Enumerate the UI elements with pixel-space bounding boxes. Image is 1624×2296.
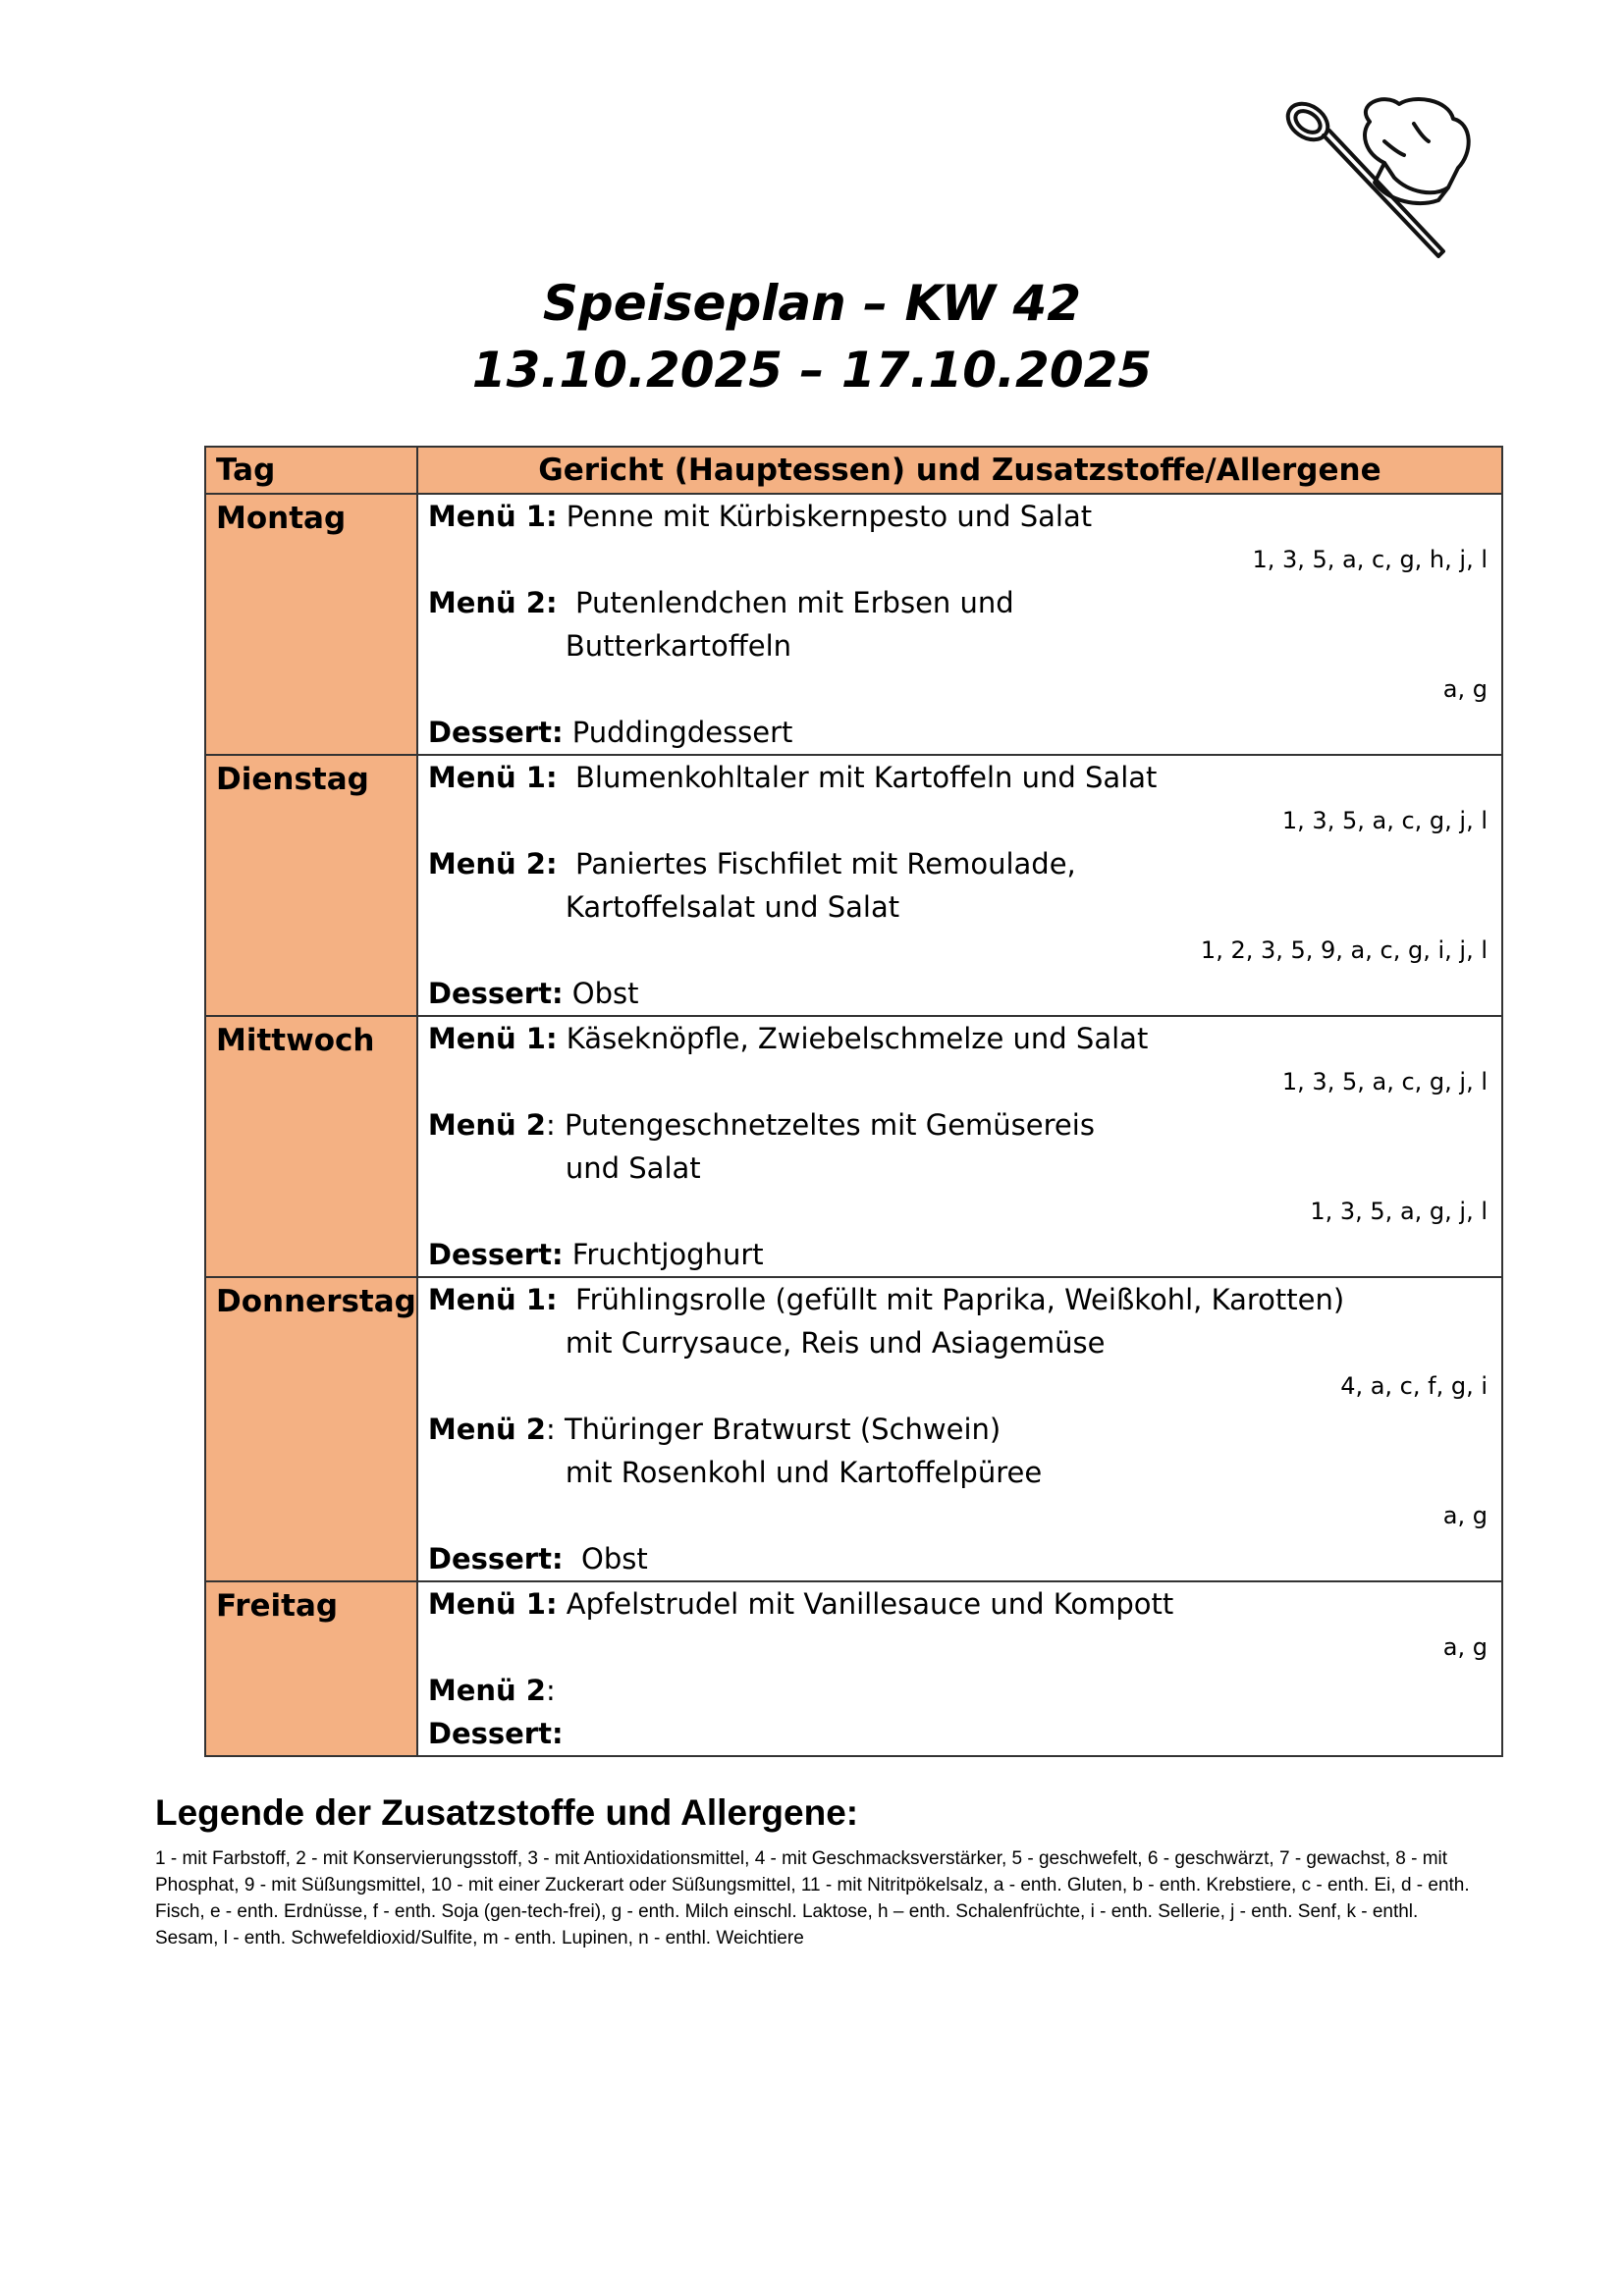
allergen-codes: a, g — [1442, 675, 1488, 703]
page-title: Speiseplan – KW 42 — [542, 275, 1082, 332]
legend-text: 1 - mit Farbstoff, 2 - mit Konservierung… — [155, 1848, 1470, 1949]
menu-item: Menü 2: Putenlendchen mit Erbsen und — [428, 581, 1488, 624]
menu-item: Menü 1: Käseknöpfle, Zwiebelschmelze und… — [428, 1017, 1488, 1060]
menu-item-text: Fruchtjoghurt — [563, 1238, 764, 1271]
dish-cell: Menü 1: Frühlingsrolle (gefüllt mit Papr… — [415, 1276, 1504, 1582]
menu-item-label: Menü 2 — [427, 1674, 546, 1707]
menu-item-text: : — [545, 1674, 556, 1707]
menu-item: Dessert: Obst — [428, 1537, 1488, 1580]
date-range: 13.10.2025 – 17.10.2025 — [471, 342, 1153, 399]
menu-item-text: Apfelstrudel mit Vanillesauce und Kompot… — [557, 1587, 1174, 1621]
menu-item: Menü 1: Frühlingsrolle (gefüllt mit Papr… — [428, 1278, 1488, 1321]
menu-item-text: Käseknöpfle, Zwiebelschmelze und Salat — [557, 1022, 1149, 1055]
menu-item-label: Dessert: — [427, 1717, 564, 1750]
menu-item-continuation: und Salat — [565, 1151, 701, 1185]
day-cell: Mittwoch — [204, 1015, 418, 1278]
menu-item-label: Dessert: — [427, 1542, 564, 1575]
table-row: Dienstag Menü 1: Blumenkohltaler mit Kart… — [204, 754, 1504, 1017]
menu-item: Menü 1: Blumenkohltaler mit Kartoffeln u… — [428, 756, 1488, 799]
day-cell: Freitag — [204, 1580, 418, 1757]
allergen-codes: 1, 3, 5, a, c, g, j, l — [1281, 1068, 1488, 1095]
menu-item-label: Menü 2: — [427, 847, 558, 881]
allergen-codes: a, g — [1442, 1502, 1488, 1529]
menu-item: Menü 2: — [428, 1669, 1488, 1712]
dish-cell: Menü 1: Blumenkohltaler mit Kartoffeln u… — [415, 754, 1504, 1017]
menu-item-label: Menü 1: — [427, 1283, 558, 1316]
allergen-codes: 1, 3, 5, a, g, j, l — [1310, 1198, 1488, 1225]
menu-item-label: Menü 2 — [427, 1108, 546, 1142]
menu-item: Menü 1: Penne mit Kürbiskernpesto und Sa… — [428, 495, 1488, 538]
menu-item: Dessert: — [428, 1712, 1488, 1755]
menu-item-text: Blumenkohltaler mit Kartoffeln und Salat — [557, 761, 1158, 794]
menu-item-label: Dessert: — [427, 716, 564, 749]
menu-item-label: Menü 1: — [427, 1022, 558, 1055]
allergen-codes: 1, 3, 5, a, c, g, j, l — [1281, 807, 1488, 834]
menu-item-continuation: Kartoffelsalat und Salat — [565, 890, 900, 924]
menu-item: Dessert: Puddingdessert — [428, 711, 1488, 754]
menu-item-label: Dessert: — [427, 977, 564, 1010]
menu-table: Tag Gericht (Hauptessen) und Zusatzstoff… — [204, 446, 1504, 1757]
day-cell: Donnerstag — [204, 1276, 418, 1582]
menu-item-continuation: Butterkartoffeln — [565, 629, 792, 663]
table-row: Freitag Menü 1: Apfelstrudel mit Vanilles… — [204, 1580, 1504, 1757]
table-row: Montag Menü 1: Penne mit Kürbiskernpesto … — [204, 493, 1504, 756]
allergen-codes: 4, a, c, f, g, i — [1340, 1372, 1488, 1400]
menu-item-continuation: mit Currysauce, Reis und Asiagemüse — [565, 1326, 1106, 1360]
menu-item-text: : Putengeschnetzeltes mit Gemüsereis — [545, 1108, 1095, 1142]
allergen-codes: 1, 3, 5, a, c, g, h, j, l — [1252, 546, 1488, 573]
dish-cell: Menü 1: Käseknöpfle, Zwiebelschmelze und… — [415, 1015, 1504, 1278]
menu-item-continuation: mit Rosenkohl und Kartoffelpüree — [565, 1456, 1043, 1489]
table-header-row: Tag Gericht (Hauptessen) und Zusatzstoff… — [204, 446, 1504, 495]
menu-item: Menü 2: Putengeschnetzeltes mit Gemüsere… — [428, 1103, 1488, 1147]
allergen-codes: 1, 2, 3, 5, 9, a, c, g, i, j, l — [1200, 936, 1488, 964]
menu-item-text: Obst — [563, 977, 639, 1010]
menu-item: Dessert: Obst — [428, 972, 1488, 1015]
chef-hat-spoon-icon — [1285, 97, 1471, 258]
legend-title: Legende der Zusatzstoffe und Allergene: — [155, 1792, 859, 1833]
menu-item-text: Obst — [563, 1542, 648, 1575]
menu-item-text: Frühlingsrolle (gefüllt mit Paprika, Wei… — [557, 1283, 1345, 1316]
menu-item: Menü 2: Paniertes Fischfilet mit Remoula… — [428, 842, 1488, 885]
header-dish: Gericht (Hauptessen) und Zusatzstoffe/Al… — [415, 446, 1504, 495]
menu-item-label: Menü 1: — [427, 761, 558, 794]
menu-item-text: : Thüringer Bratwurst (Schwein) — [545, 1413, 1001, 1446]
dish-cell: Menü 1: Apfelstrudel mit Vanillesauce un… — [415, 1580, 1504, 1757]
table-row: Mittwoch Menü 1: Käseknöpfle, Zwiebelschm… — [204, 1015, 1504, 1278]
day-cell: Dienstag — [204, 754, 418, 1017]
menu-item: Menü 2: Thüringer Bratwurst (Schwein) — [428, 1408, 1488, 1451]
menu-item-text: Putenlendchen mit Erbsen und — [557, 586, 1014, 619]
menu-item-label: Menü 2 — [427, 1413, 546, 1446]
menu-item-label: Menü 2: — [427, 586, 558, 619]
dish-cell: Menü 1: Penne mit Kürbiskernpesto und Sa… — [415, 493, 1504, 756]
table-row: Donnerstag Menü 1: Frühlingsrolle (gefüll… — [204, 1276, 1504, 1582]
menu-item-label: Menü 1: — [427, 500, 558, 533]
menu-item-label: Menü 1: — [427, 1587, 558, 1621]
menu-item: Dessert: Fruchtjoghurt — [428, 1233, 1488, 1276]
day-cell: Montag — [204, 493, 418, 756]
allergen-codes: a, g — [1442, 1633, 1488, 1661]
header-day: Tag — [204, 446, 418, 495]
menu-item-text: Paniertes Fischfilet mit Remoulade, — [557, 847, 1076, 881]
menu-item-text: Penne mit Kürbiskernpesto und Salat — [557, 500, 1093, 533]
menu-item-label: Dessert: — [427, 1238, 564, 1271]
menu-item-text: Puddingdessert — [563, 716, 793, 749]
menu-item: Menü 1: Apfelstrudel mit Vanillesauce un… — [428, 1582, 1488, 1626]
